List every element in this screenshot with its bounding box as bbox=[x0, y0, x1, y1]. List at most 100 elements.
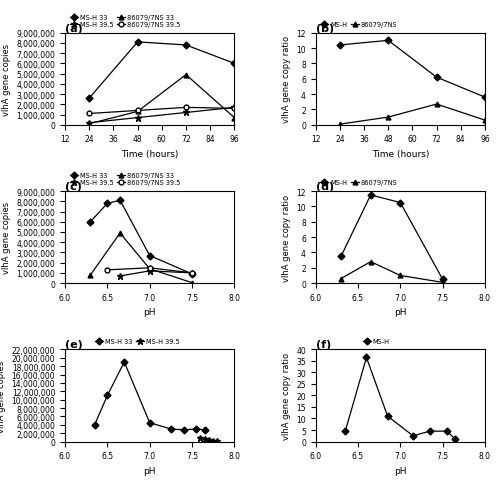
MS-H bbox=[368, 192, 374, 198]
MS-H 39.5 bbox=[183, 110, 189, 116]
MS-H 33 bbox=[168, 426, 174, 432]
Legend: MS-H 33, MS-H 39.5, 86079/7NS 33, 86079/7NS 39.5: MS-H 33, MS-H 39.5, 86079/7NS 33, 86079/… bbox=[68, 14, 182, 29]
86079/7NS bbox=[440, 280, 446, 286]
MS-H 39.5 bbox=[206, 437, 212, 443]
86079/7NS 39.5 bbox=[232, 106, 237, 112]
MS-H 33 bbox=[202, 427, 207, 433]
MS-H bbox=[337, 43, 343, 49]
Line: MS-H 33: MS-H 33 bbox=[88, 198, 194, 277]
86079/7NS 33 bbox=[183, 72, 189, 78]
86079/7NS bbox=[368, 259, 374, 265]
MS-H 33 bbox=[104, 201, 110, 207]
MS-H 33 bbox=[189, 272, 195, 277]
MS-H bbox=[434, 75, 440, 81]
MS-H 39.5 bbox=[198, 435, 203, 441]
86079/7NS bbox=[398, 273, 404, 279]
86079/7NS bbox=[434, 102, 440, 108]
MS-H 39.5 bbox=[117, 274, 123, 279]
MS-H bbox=[338, 254, 344, 260]
MS-H bbox=[410, 433, 416, 439]
Text: (c): (c) bbox=[65, 181, 82, 192]
86079/7NS bbox=[385, 115, 391, 120]
MS-H 39.5 bbox=[202, 436, 207, 442]
Legend: MS-H, 86079/7NS: MS-H, 86079/7NS bbox=[319, 21, 398, 29]
86079/7NS 39.5 bbox=[189, 270, 195, 276]
X-axis label: pH: pH bbox=[144, 308, 156, 317]
MS-H 39.5 bbox=[189, 270, 195, 276]
Legend: MS-H: MS-H bbox=[362, 337, 391, 346]
Line: 86079/7NS: 86079/7NS bbox=[338, 102, 488, 127]
MS-H 39.5 bbox=[210, 438, 216, 444]
MS-H bbox=[440, 277, 446, 283]
86079/7NS bbox=[338, 276, 344, 282]
MS-H bbox=[427, 428, 433, 434]
Line: 86079/7NS 39.5: 86079/7NS 39.5 bbox=[105, 266, 194, 276]
MS-H 33 bbox=[146, 253, 152, 259]
Legend: MS-H 33, MS-H 39.5: MS-H 33, MS-H 39.5 bbox=[94, 337, 181, 346]
MS-H 33 bbox=[134, 40, 140, 46]
86079/7NS 33 bbox=[86, 121, 92, 127]
86079/7NS bbox=[337, 122, 343, 128]
86079/7NS 39.5 bbox=[134, 108, 140, 114]
86079/7NS 39.5 bbox=[183, 105, 189, 111]
Line: MS-H: MS-H bbox=[343, 355, 458, 442]
MS-H 33 bbox=[180, 427, 186, 433]
MS-H 33 bbox=[86, 96, 92, 102]
86079/7NS 33 bbox=[117, 230, 123, 236]
Y-axis label: vlhA gene copy ratio: vlhA gene copy ratio bbox=[282, 352, 290, 439]
MS-H 33 bbox=[183, 43, 189, 49]
Line: 86079/7NS 39.5: 86079/7NS 39.5 bbox=[87, 106, 237, 117]
86079/7NS 33 bbox=[189, 280, 195, 286]
MS-H bbox=[444, 428, 450, 434]
X-axis label: pH: pH bbox=[394, 308, 406, 317]
Line: 86079/7NS: 86079/7NS bbox=[338, 260, 445, 285]
Text: (e): (e) bbox=[65, 340, 83, 350]
Y-axis label: vlhA gene copies: vlhA gene copies bbox=[2, 202, 11, 274]
MS-H bbox=[482, 95, 488, 101]
MS-H bbox=[452, 436, 458, 442]
MS-H bbox=[364, 355, 370, 360]
86079/7NS 33 bbox=[232, 116, 237, 121]
86079/7NS 33 bbox=[88, 273, 94, 278]
MS-H bbox=[398, 200, 404, 206]
Y-axis label: vlhA gene copies: vlhA gene copies bbox=[0, 360, 6, 432]
MS-H bbox=[384, 413, 390, 419]
Line: MS-H 39.5: MS-H 39.5 bbox=[117, 268, 195, 279]
MS-H 33 bbox=[232, 61, 237, 67]
Text: (b): (b) bbox=[316, 24, 334, 34]
MS-H 33 bbox=[117, 198, 123, 204]
Text: (d): (d) bbox=[316, 181, 334, 192]
X-axis label: pH: pH bbox=[394, 466, 406, 475]
MS-H 39.5 bbox=[134, 116, 140, 121]
86079/7NS 33 bbox=[146, 266, 152, 272]
MS-H 33 bbox=[146, 420, 152, 426]
MS-H 39.5 bbox=[232, 105, 237, 111]
Y-axis label: vlhA gene copy ratio: vlhA gene copy ratio bbox=[282, 194, 290, 281]
MS-H 39.5 bbox=[214, 438, 220, 444]
86079/7NS 33 bbox=[134, 109, 140, 115]
Text: (a): (a) bbox=[65, 24, 83, 34]
Text: (f): (f) bbox=[316, 340, 331, 350]
86079/7NS 39.5 bbox=[104, 267, 110, 273]
MS-H 33 bbox=[104, 393, 110, 398]
MS-H 39.5 bbox=[86, 120, 92, 126]
Line: MS-H: MS-H bbox=[338, 193, 445, 282]
86079/7NS bbox=[482, 118, 488, 124]
86079/7NS 39.5 bbox=[86, 111, 92, 117]
MS-H bbox=[342, 428, 348, 434]
MS-H 33 bbox=[193, 426, 199, 432]
Y-axis label: vlhA gene copies: vlhA gene copies bbox=[2, 44, 11, 116]
X-axis label: Time (hours): Time (hours) bbox=[372, 150, 429, 159]
Line: MS-H 39.5: MS-H 39.5 bbox=[198, 435, 220, 444]
Legend: MS-H 33, MS-H 39.5, 86079/7NS 33, 86079/7NS 39.5: MS-H 33, MS-H 39.5, 86079/7NS 33, 86079/… bbox=[68, 172, 182, 187]
Y-axis label: vlhA gene copy ratio: vlhA gene copy ratio bbox=[282, 36, 290, 123]
Line: 86079/7NS 33: 86079/7NS 33 bbox=[88, 231, 194, 286]
MS-H 39.5 bbox=[146, 268, 152, 274]
86079/7NS 39.5 bbox=[146, 265, 152, 271]
X-axis label: Time (hours): Time (hours) bbox=[121, 150, 178, 159]
Line: MS-H 39.5: MS-H 39.5 bbox=[86, 105, 238, 127]
Line: MS-H: MS-H bbox=[338, 39, 488, 100]
Line: 86079/7NS 33: 86079/7NS 33 bbox=[87, 73, 237, 127]
MS-H 33 bbox=[92, 422, 98, 428]
Legend: MS-H, 86079/7NS: MS-H, 86079/7NS bbox=[319, 179, 398, 187]
